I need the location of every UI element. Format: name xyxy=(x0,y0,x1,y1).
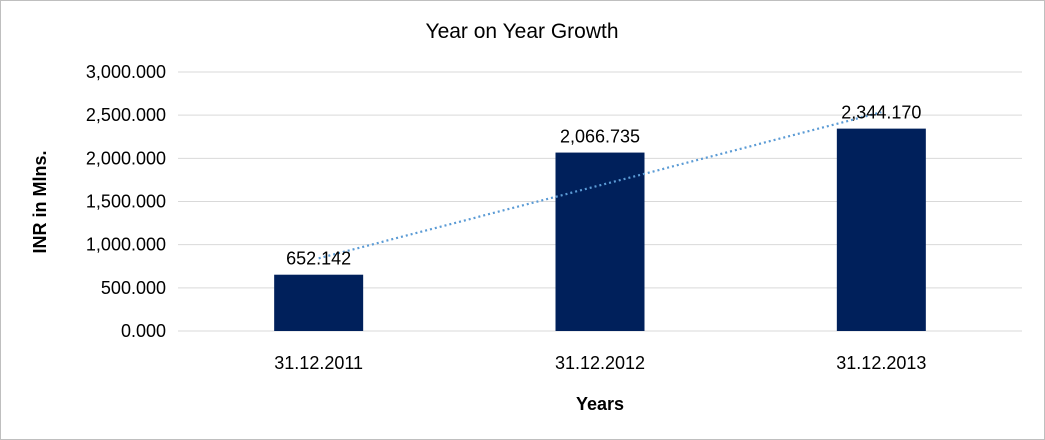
y-tick-label: 1,000.000 xyxy=(86,235,166,255)
x-tick-label: 31.12.2013 xyxy=(836,353,926,373)
data-label: 652.142 xyxy=(286,249,351,269)
y-axis-ticks: 0.000 500.000 1,000.000 1,500.000 2,000.000 2… xyxy=(86,62,166,341)
data-label: 2,344.170 xyxy=(841,103,921,123)
y-axis-title: INR in Mlns. xyxy=(30,151,50,254)
x-tick-label: 31.12.2011 xyxy=(274,353,363,373)
x-axis-title: Years xyxy=(576,394,624,414)
trendline xyxy=(318,111,882,260)
bar xyxy=(836,128,926,331)
bars xyxy=(274,128,926,331)
x-axis-ticks: 31.12.2011 31.12.2012 31.12.2013 xyxy=(274,353,926,373)
bar xyxy=(274,274,364,331)
trendline-group xyxy=(318,111,882,260)
y-tick-label: 3,000.000 xyxy=(86,62,166,82)
y-tick-label: 2,500.000 xyxy=(86,105,166,125)
chart-title: Year on Year Growth xyxy=(425,20,618,43)
y-tick-label: 2,000.000 xyxy=(86,148,166,168)
y-tick-label: 500.000 xyxy=(101,278,166,298)
y-tick-label: 1,500.000 xyxy=(86,192,166,212)
data-label: 2,066.735 xyxy=(560,127,640,147)
y-tick-label: 0.000 xyxy=(121,321,166,341)
x-tick-label: 31.12.2012 xyxy=(555,353,645,373)
data-labels: 652.142 2,066.735 2,344.170 xyxy=(286,103,921,269)
bar xyxy=(555,152,645,331)
